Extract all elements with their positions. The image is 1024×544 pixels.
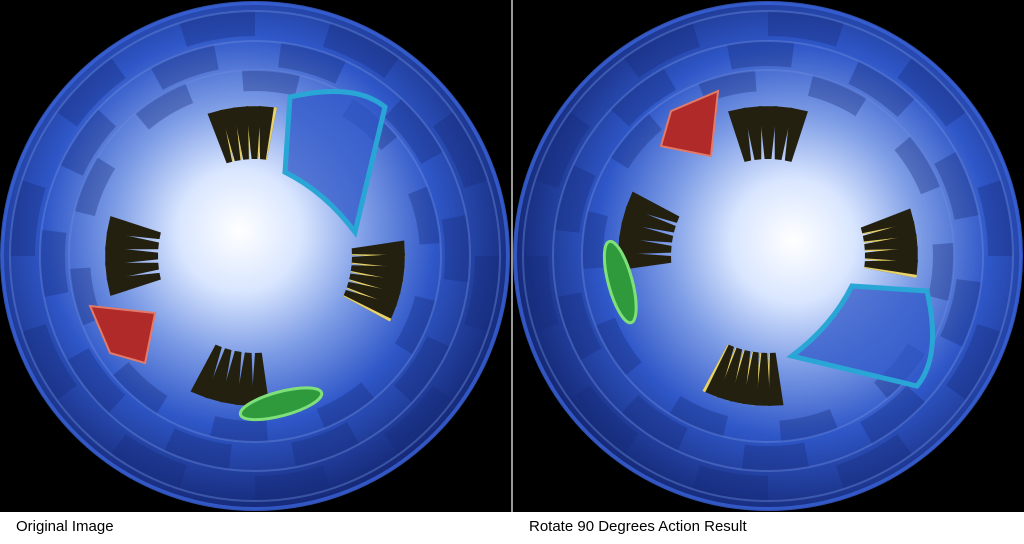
- checker-tile: [407, 186, 441, 245]
- spike: [625, 191, 680, 223]
- checker-tile: [278, 42, 346, 84]
- checker-tile: [210, 416, 268, 442]
- cyan-ornament: [282, 88, 388, 238]
- spike: [106, 272, 161, 296]
- checker-tile: [523, 256, 559, 332]
- checker-tile: [726, 41, 795, 70]
- checker-tile: [741, 442, 810, 471]
- checker-tile: [60, 109, 117, 176]
- checker-tile: [135, 83, 194, 130]
- spike-highlight: [864, 266, 917, 279]
- spike: [743, 106, 762, 160]
- checker-tile: [74, 157, 116, 217]
- spike: [232, 106, 251, 160]
- checker-tile: [977, 180, 1013, 256]
- checker-tile: [464, 256, 500, 332]
- spike: [235, 352, 254, 406]
- spike: [105, 262, 159, 281]
- checker-tile: [66, 348, 126, 414]
- checker-tile: [768, 11, 844, 47]
- checker-tile: [322, 22, 400, 79]
- rotated-image-caption: Rotate 90 Degrees Action Result: [529, 518, 747, 535]
- checker-tile: [554, 165, 596, 233]
- spike: [220, 350, 242, 406]
- checker-tile: [610, 113, 662, 169]
- checker-tile: [556, 292, 602, 361]
- original-image-caption: Original Image: [16, 518, 114, 535]
- checker-tile: [164, 428, 232, 470]
- checker-tile: [569, 385, 639, 455]
- checker-tile: [242, 69, 300, 96]
- green-ornament: [238, 386, 324, 422]
- checker-tile: [835, 433, 913, 490]
- checker-tile: [10, 180, 46, 256]
- spike: [106, 216, 161, 240]
- spike-highlight: [702, 344, 729, 393]
- spike: [702, 344, 735, 398]
- checker-tile: [928, 243, 954, 301]
- checker-tile: [441, 214, 470, 283]
- checker-tile: [934, 151, 980, 220]
- checker-tile: [110, 433, 188, 490]
- checker-tile: [894, 136, 941, 195]
- checker-tile: [394, 295, 436, 355]
- red-ornament: [88, 304, 157, 365]
- spike: [343, 289, 397, 322]
- spike-highlight: [343, 295, 392, 322]
- checker-tile: [21, 323, 78, 401]
- original-image-panel: [0, 0, 511, 512]
- spike: [864, 233, 918, 252]
- checker-tile: [384, 98, 444, 164]
- checker-tile: [384, 385, 454, 455]
- checker-tile: [848, 61, 915, 118]
- spike: [618, 236, 672, 255]
- checker-tile: [291, 422, 360, 468]
- spike: [759, 106, 777, 160]
- checker-tile: [669, 395, 729, 437]
- spike: [728, 107, 752, 162]
- checker-tile: [945, 323, 1002, 401]
- spike: [351, 240, 405, 259]
- checker-tile: [150, 44, 219, 90]
- spike: [251, 352, 270, 406]
- checker-tile: [534, 111, 591, 189]
- checker-tile: [432, 111, 489, 189]
- checker-tile: [610, 67, 676, 127]
- green-ornament: [602, 239, 638, 325]
- spike: [618, 252, 672, 271]
- spike: [105, 231, 159, 250]
- spike: [774, 106, 793, 160]
- spike: [105, 247, 159, 265]
- spike: [618, 221, 674, 243]
- checker-tile: [316, 382, 375, 429]
- checker-tile: [393, 336, 450, 403]
- spike: [765, 352, 784, 406]
- checker-tile: [255, 465, 331, 501]
- checker-tile: [860, 385, 926, 445]
- checker-tile: [595, 317, 642, 376]
- checker-tile: [807, 75, 867, 117]
- rotated-image-panel: [513, 0, 1024, 512]
- spike: [621, 206, 676, 233]
- checker-tile: [112, 362, 168, 414]
- checker-tile: [623, 22, 701, 79]
- checker-tile: [56, 57, 126, 127]
- spike-highlight: [265, 107, 278, 160]
- checker-tile: [40, 229, 69, 298]
- checker-tile: [940, 279, 982, 347]
- red-ornament: [659, 89, 720, 158]
- panel-divider: [511, 0, 513, 512]
- checker-tile: [621, 394, 688, 451]
- checker-tile: [179, 11, 255, 47]
- original-image: [0, 1, 510, 511]
- checker-tile: [582, 211, 608, 269]
- spike: [784, 107, 808, 162]
- checker-tile: [779, 408, 838, 442]
- checker-tile: [897, 57, 967, 127]
- spike: [205, 348, 232, 403]
- spike: [190, 344, 222, 399]
- checker-tile: [692, 465, 768, 501]
- rotated-image: [513, 1, 1023, 511]
- cyan-ornament: [786, 283, 936, 389]
